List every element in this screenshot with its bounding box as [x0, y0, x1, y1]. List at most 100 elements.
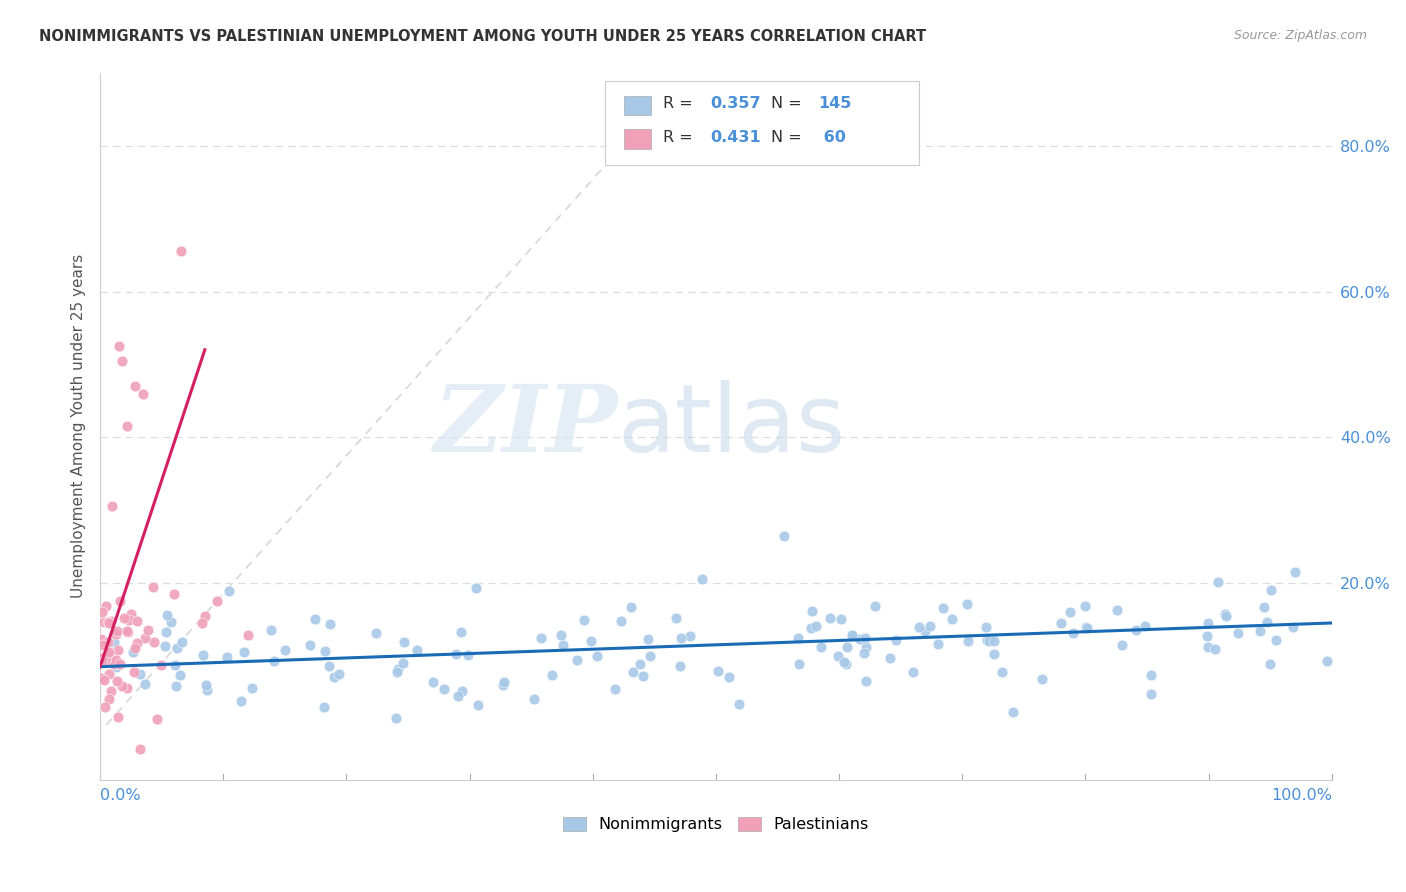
Point — [983, 634, 1005, 648]
Point — [853, 646, 876, 660]
Point — [467, 698, 489, 712]
Point — [927, 637, 949, 651]
Point — [97, 616, 120, 631]
FancyBboxPatch shape — [624, 128, 651, 149]
Text: atlas: atlas — [617, 380, 845, 472]
Point — [447, 689, 470, 703]
Point — [111, 679, 134, 693]
Point — [494, 674, 516, 689]
Point — [169, 668, 191, 682]
Point — [530, 631, 553, 645]
Point — [97, 644, 120, 658]
Point — [91, 605, 114, 619]
Text: R =: R = — [664, 129, 697, 145]
Point — [146, 713, 169, 727]
Point — [690, 572, 713, 586]
Point — [1139, 668, 1161, 682]
Point — [387, 665, 409, 679]
Point — [727, 697, 749, 711]
Point — [105, 674, 128, 689]
Point — [1002, 705, 1025, 719]
Point — [392, 656, 415, 670]
Point — [832, 655, 855, 669]
Point — [394, 634, 416, 648]
Point — [96, 599, 118, 614]
Point — [229, 694, 252, 708]
Point — [637, 632, 659, 647]
Point — [1316, 654, 1339, 668]
Point — [841, 628, 863, 642]
Point — [1135, 619, 1157, 633]
Text: N =: N = — [772, 129, 807, 145]
Point — [150, 658, 173, 673]
Point — [631, 669, 654, 683]
Point — [406, 643, 429, 657]
Point — [117, 624, 139, 639]
Text: 60: 60 — [818, 129, 846, 145]
Point — [191, 648, 214, 663]
Point — [322, 670, 344, 684]
Point — [111, 353, 134, 368]
Point — [93, 649, 115, 664]
Point — [551, 638, 574, 652]
Point — [232, 645, 254, 659]
Point — [97, 635, 120, 649]
Point — [94, 653, 117, 667]
Point — [314, 643, 336, 657]
Point — [565, 652, 588, 666]
Point — [97, 615, 120, 629]
Point — [236, 628, 259, 642]
Legend: Nonimmigrants, Palestinians: Nonimmigrants, Palestinians — [557, 810, 875, 838]
Point — [104, 660, 127, 674]
Point — [451, 684, 474, 698]
Point — [523, 692, 546, 706]
Text: R =: R = — [664, 95, 697, 111]
Point — [827, 649, 849, 664]
Point — [155, 624, 177, 639]
Point — [103, 634, 125, 648]
Point — [541, 668, 564, 682]
Point — [1284, 565, 1306, 579]
Point — [1062, 626, 1084, 640]
Point — [669, 631, 692, 645]
Point — [1031, 672, 1053, 686]
Point — [143, 634, 166, 648]
Point — [1281, 619, 1303, 633]
Point — [100, 683, 122, 698]
Point — [107, 710, 129, 724]
Point — [789, 657, 811, 671]
Point — [364, 625, 387, 640]
Text: 0.357: 0.357 — [710, 95, 761, 111]
Point — [387, 662, 409, 676]
Point — [101, 655, 124, 669]
Point — [801, 604, 824, 618]
Point — [855, 674, 877, 689]
Point — [260, 624, 283, 638]
Point — [1213, 607, 1236, 621]
Point — [610, 614, 633, 628]
Point — [956, 634, 979, 648]
Point — [105, 624, 128, 639]
Point — [240, 681, 263, 695]
Point — [90, 651, 112, 665]
Text: 100.0%: 100.0% — [1271, 789, 1331, 804]
Point — [105, 653, 128, 667]
Point — [1249, 624, 1271, 639]
Point — [941, 612, 963, 626]
Point — [1074, 620, 1097, 634]
Point — [908, 620, 931, 634]
Point — [118, 614, 141, 628]
Point — [983, 648, 1005, 662]
Point — [1105, 603, 1128, 617]
Point — [1076, 621, 1098, 635]
Point — [274, 643, 297, 657]
Point — [668, 658, 690, 673]
Text: ZIP: ZIP — [433, 381, 617, 471]
Text: 145: 145 — [818, 95, 852, 111]
Text: 0.0%: 0.0% — [100, 789, 141, 804]
Point — [1197, 640, 1219, 655]
Point — [124, 379, 146, 393]
Point — [786, 631, 808, 645]
Point — [914, 624, 936, 638]
Point — [830, 612, 852, 626]
